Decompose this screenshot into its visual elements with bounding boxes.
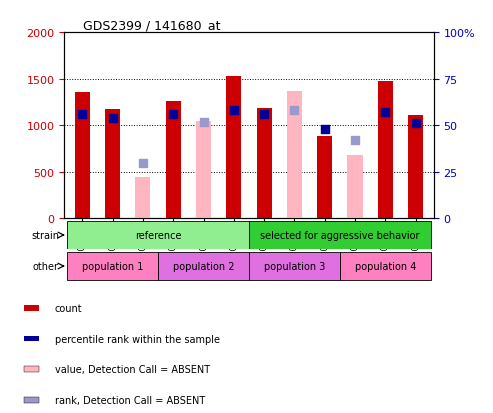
Text: other: other [33,261,59,271]
Bar [249,221,431,249]
Point [169,112,177,118]
Bar [287,92,302,219]
Text: population 2: population 2 [173,261,234,271]
Text: population 1: population 1 [82,261,143,271]
Point [382,109,389,116]
Point [351,138,359,144]
Text: count: count [55,303,82,313]
Text: strain: strain [31,230,59,240]
Bar [249,252,340,280]
Bar [348,156,363,219]
Text: percentile rank within the sample: percentile rank within the sample [55,334,220,344]
Point [321,126,329,133]
Text: value, Detection Call = ABSENT: value, Detection Call = ABSENT [55,365,210,375]
Point [230,108,238,114]
Bar [166,102,181,219]
Text: selected for aggressive behavior: selected for aggressive behavior [260,230,420,240]
Point [290,108,298,114]
Bar [158,252,249,280]
Bar [24,305,39,311]
Bar [67,252,158,280]
Bar [317,136,332,219]
Point [78,112,86,118]
Bar [67,221,249,249]
Bar [226,77,242,219]
Bar [75,93,90,219]
Point [200,119,208,126]
Bar [24,336,39,342]
Bar [24,397,39,403]
Point [139,160,147,166]
Bar [196,121,211,219]
Text: rank, Detection Call = ABSENT: rank, Detection Call = ABSENT [55,395,205,405]
Text: reference: reference [135,230,181,240]
Bar [105,110,120,219]
Bar [408,116,423,219]
Bar [256,108,272,219]
Text: population 3: population 3 [264,261,325,271]
Text: GDS2399 / 141680_at: GDS2399 / 141680_at [83,19,220,32]
Point [260,112,268,118]
Bar [135,177,150,219]
Text: population 4: population 4 [354,261,416,271]
Bar [24,367,39,373]
Point [412,121,420,127]
Bar [340,252,431,280]
Point [108,115,116,122]
Bar [378,81,393,219]
